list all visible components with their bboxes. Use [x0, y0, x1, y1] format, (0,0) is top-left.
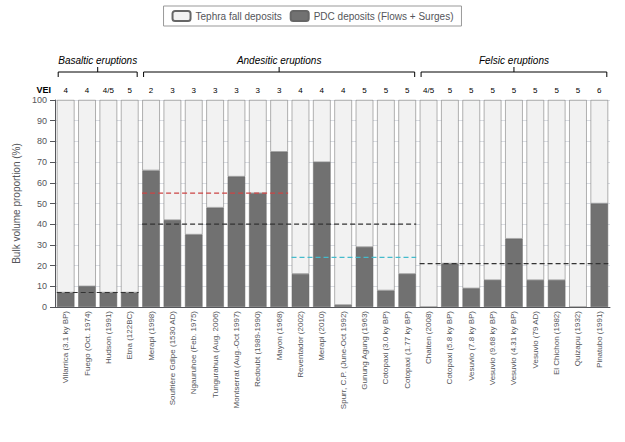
svg-text:5: 5 [405, 86, 410, 95]
svg-text:Villarrica (3.1 ky BP): Villarrica (3.1 ky BP) [61, 311, 70, 384]
svg-text:40: 40 [37, 219, 47, 229]
svg-text:Gunung Agung (1963): Gunung Agung (1963) [360, 311, 369, 390]
svg-text:Bulk volume proportion (%): Bulk volume proportion (%) [11, 143, 22, 264]
svg-text:Tephra fall deposits: Tephra fall deposits [196, 11, 282, 22]
svg-text:90: 90 [37, 116, 47, 126]
svg-text:10: 10 [37, 281, 47, 291]
svg-text:3: 3 [170, 86, 175, 95]
svg-text:Mayon (1968): Mayon (1968) [275, 311, 284, 361]
svg-text:5: 5 [127, 86, 132, 95]
svg-text:30: 30 [37, 240, 47, 250]
svg-text:Soufrière Gdlpe (1530 AD): Soufrière Gdlpe (1530 AD) [168, 311, 177, 406]
svg-text:Andesitic eruptions: Andesitic eruptions [236, 55, 322, 66]
svg-text:100: 100 [32, 95, 47, 105]
svg-text:4: 4 [320, 86, 325, 95]
svg-text:0: 0 [42, 302, 47, 312]
svg-text:2: 2 [149, 86, 154, 95]
svg-text:Cotopaxi (1.77 ky BP): Cotopaxi (1.77 ky BP) [403, 311, 412, 389]
svg-text:Vesuvio (79 AD): Vesuvio (79 AD) [531, 311, 540, 369]
svg-text:4: 4 [298, 86, 303, 95]
svg-text:Felsic eruptions: Felsic eruptions [479, 55, 549, 66]
svg-text:El Chichon (1982): El Chichon (1982) [552, 311, 561, 375]
svg-text:5: 5 [554, 86, 559, 95]
svg-text:Hudson (1991): Hudson (1991) [104, 311, 113, 364]
svg-text:5: 5 [490, 86, 495, 95]
svg-text:Ngauruhoe (Feb. 1975): Ngauruhoe (Feb. 1975) [189, 311, 198, 395]
svg-text:Cotopaxi (3.0 ky BP): Cotopaxi (3.0 ky BP) [381, 311, 390, 385]
svg-text:PDC deposits (Flows + Surges): PDC deposits (Flows + Surges) [314, 11, 454, 22]
svg-text:5: 5 [384, 86, 389, 95]
svg-text:Merapi (2010): Merapi (2010) [317, 311, 326, 361]
svg-text:Montserrat (Aug.-Oct 1997): Montserrat (Aug.-Oct 1997) [232, 311, 241, 409]
svg-text:5: 5 [448, 86, 453, 95]
svg-text:Pinatubo (1991): Pinatubo (1991) [595, 311, 604, 368]
svg-text:Basaltic eruptions: Basaltic eruptions [58, 55, 137, 66]
svg-text:Quizapu (1932): Quizapu (1932) [573, 311, 582, 366]
svg-text:Merapi (1998): Merapi (1998) [147, 311, 156, 361]
svg-text:Etna (122BC): Etna (122BC) [125, 311, 134, 360]
svg-text:Vesuvio (7.8 ky BP): Vesuvio (7.8 ky BP) [467, 311, 476, 381]
svg-text:5: 5 [469, 86, 474, 95]
svg-text:3: 3 [277, 86, 282, 95]
svg-text:Cotopaxi (5.8 ky BP): Cotopaxi (5.8 ky BP) [445, 311, 454, 385]
svg-text:70: 70 [37, 157, 47, 167]
svg-text:3: 3 [213, 86, 218, 95]
svg-text:5: 5 [362, 86, 367, 95]
svg-text:4: 4 [63, 86, 68, 95]
svg-text:20: 20 [37, 261, 47, 271]
svg-text:Vesuvio (4.31 ky BP): Vesuvio (4.31 ky BP) [509, 311, 518, 386]
svg-text:5: 5 [512, 86, 517, 95]
svg-text:80: 80 [37, 136, 47, 146]
svg-text:Fuego (Oct. 1974): Fuego (Oct. 1974) [83, 311, 92, 376]
svg-text:Spurr, C.P. (June-Oct 1992): Spurr, C.P. (June-Oct 1992) [339, 311, 348, 409]
svg-text:4: 4 [85, 86, 90, 95]
svg-text:4/5: 4/5 [423, 86, 435, 95]
svg-text:4/5: 4/5 [103, 86, 115, 95]
svg-text:Chaiten (2008): Chaiten (2008) [424, 311, 433, 364]
svg-text:4: 4 [341, 86, 346, 95]
svg-text:Redoubt (1989-1990): Redoubt (1989-1990) [253, 311, 262, 387]
svg-text:Vesuvio (9.68 ky BP): Vesuvio (9.68 ky BP) [488, 311, 497, 386]
svg-text:Reventador (2002): Reventador (2002) [296, 311, 305, 378]
svg-text:60: 60 [37, 178, 47, 188]
svg-text:50: 50 [37, 199, 47, 209]
svg-text:6: 6 [597, 86, 602, 95]
svg-text:5: 5 [576, 86, 581, 95]
svg-text:Tungurahua (Aug. 2006): Tungurahua (Aug. 2006) [211, 311, 220, 398]
svg-text:5: 5 [533, 86, 538, 95]
svg-text:3: 3 [192, 86, 197, 95]
svg-text:3: 3 [256, 86, 261, 95]
svg-text:VEI: VEI [36, 85, 51, 95]
svg-text:3: 3 [234, 86, 239, 95]
